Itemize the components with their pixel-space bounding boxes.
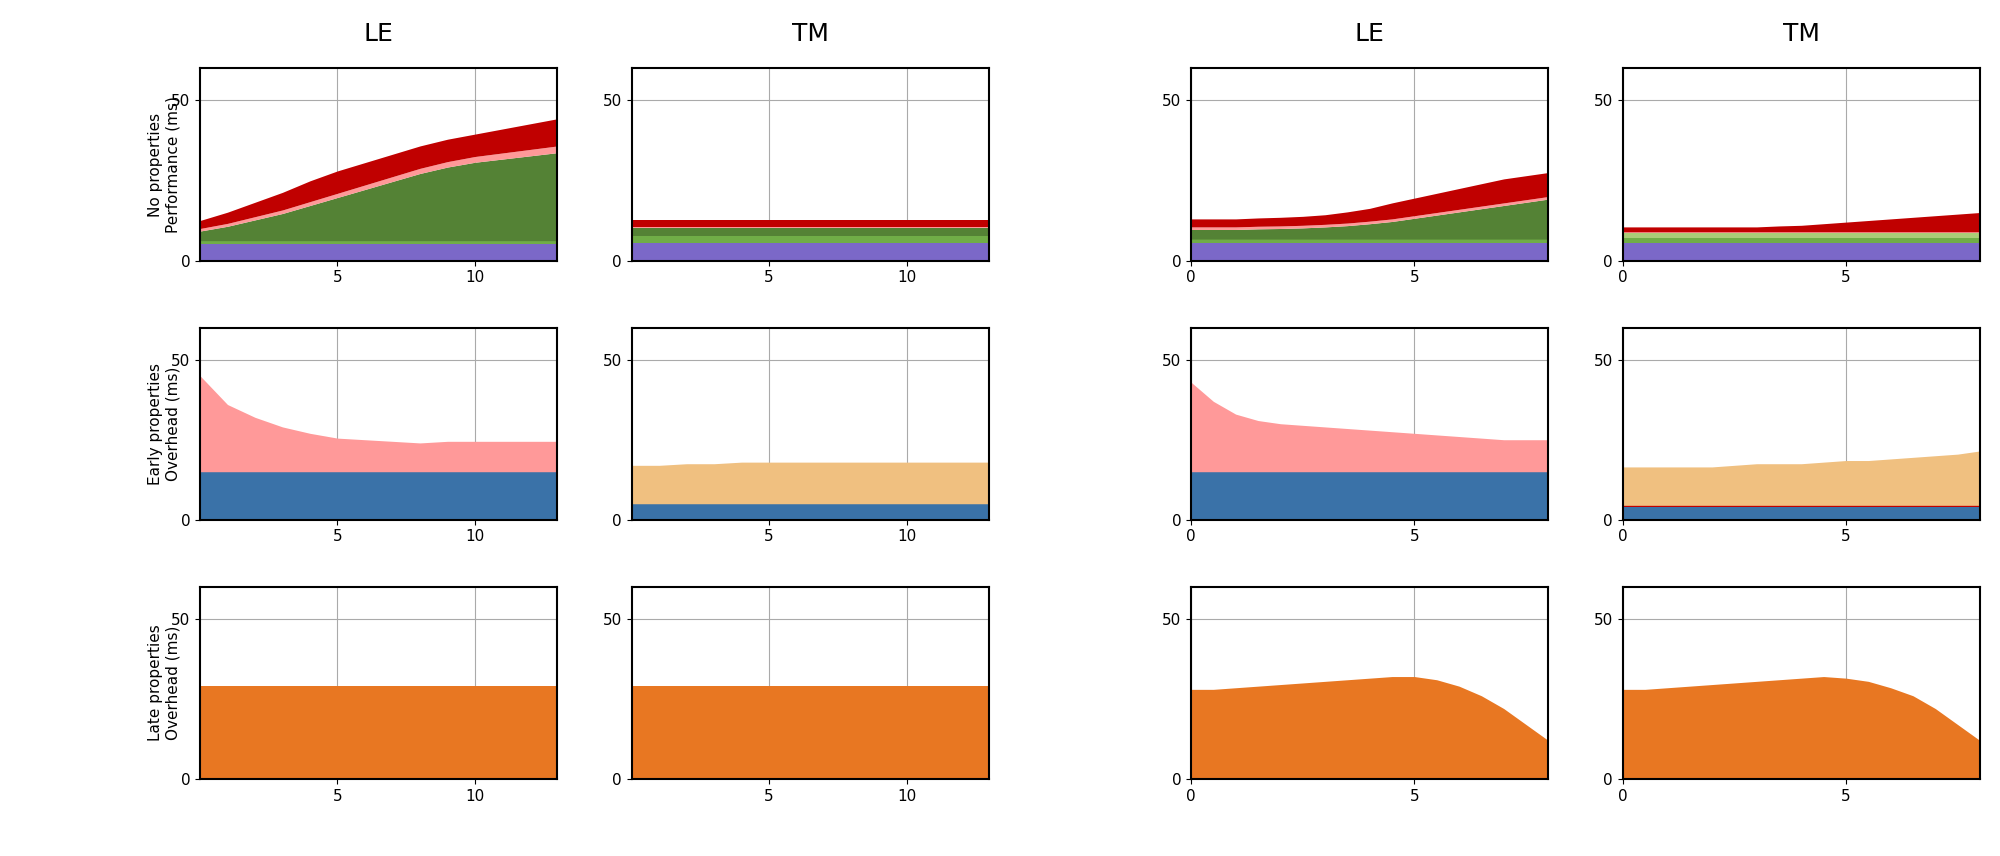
Y-axis label: Late properties
Overhead (ms): Late properties Overhead (ms): [148, 625, 180, 741]
Y-axis label: No properties
Performance (ms): No properties Performance (ms): [148, 96, 180, 233]
Y-axis label: Early properties
Overhead (ms): Early properties Overhead (ms): [148, 363, 180, 484]
Text: LE: LE: [1354, 22, 1384, 46]
Text: TM: TM: [792, 22, 828, 46]
Text: LE: LE: [364, 22, 394, 46]
Text: TM: TM: [1782, 22, 1820, 46]
